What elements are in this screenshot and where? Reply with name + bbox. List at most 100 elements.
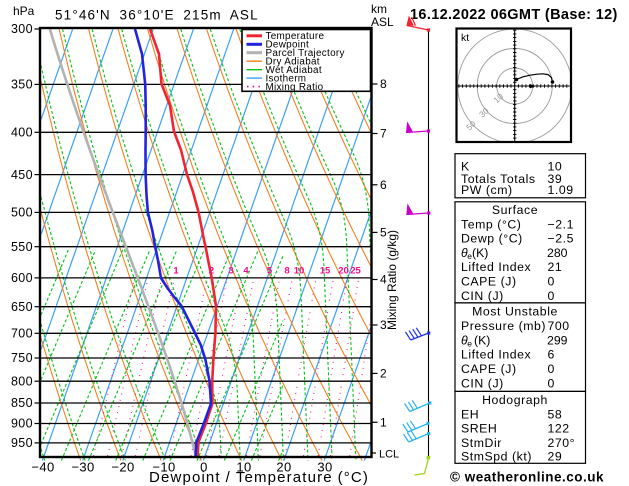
svg-text:Pressure (mb): Pressure (mb)	[461, 319, 546, 333]
svg-text:450: 450	[11, 168, 33, 182]
svg-text:StmSpd (kt): StmSpd (kt)	[461, 450, 532, 464]
svg-text:0: 0	[548, 289, 555, 303]
svg-text:1: 1	[173, 266, 179, 277]
svg-text:10: 10	[548, 159, 563, 173]
svg-text:© weatheronline.co.uk: © weatheronline.co.uk	[450, 470, 604, 485]
svg-text:8: 8	[380, 77, 387, 91]
svg-text:kt: kt	[461, 32, 469, 44]
svg-text:0: 0	[548, 377, 555, 391]
svg-text:500: 500	[11, 206, 33, 220]
svg-text:20: 20	[338, 266, 349, 277]
svg-text:Lifted Index: Lifted Index	[461, 260, 531, 274]
svg-text:300: 300	[11, 22, 33, 36]
svg-text:16.12.2022 06GMT (Base: 12): 16.12.2022 06GMT (Base: 12)	[410, 7, 618, 23]
svg-text:(K): (K)	[472, 246, 488, 260]
svg-text:−30: −30	[71, 460, 94, 475]
svg-text:−10: −10	[152, 460, 175, 475]
svg-text:0: 0	[548, 275, 555, 289]
svg-text:4: 4	[380, 273, 387, 287]
svg-text:58: 58	[548, 407, 563, 421]
svg-text:Dewpoint / Temperature (°C): Dewpoint / Temperature (°C)	[149, 469, 369, 486]
svg-text:Lifted Index: Lifted Index	[461, 348, 531, 362]
svg-text:Totals Totals: Totals Totals	[461, 172, 536, 186]
svg-text:e: e	[467, 338, 472, 348]
svg-text:−20: −20	[111, 460, 134, 475]
svg-text:6: 6	[380, 178, 387, 192]
svg-text:800: 800	[11, 374, 33, 388]
svg-text:1: 1	[380, 415, 387, 429]
svg-text:SREH: SREH	[461, 422, 497, 436]
svg-text:950: 950	[11, 436, 33, 450]
svg-text:PW (cm): PW (cm)	[461, 183, 513, 197]
svg-text:Most Unstable: Most Unstable	[472, 305, 558, 319]
svg-text:900: 900	[11, 417, 33, 431]
svg-text:0: 0	[548, 362, 555, 376]
svg-text:CIN (J): CIN (J)	[461, 289, 504, 303]
svg-text:550: 550	[11, 240, 33, 254]
svg-text:350: 350	[11, 78, 33, 92]
svg-text:K: K	[461, 159, 470, 173]
svg-text:CIN (J): CIN (J)	[461, 377, 504, 391]
svg-text:EH: EH	[461, 407, 479, 421]
svg-text:Wet Adiabat: Wet Adiabat	[266, 65, 322, 76]
svg-text:650: 650	[11, 300, 33, 314]
svg-text:km: km	[371, 2, 387, 16]
svg-text:21: 21	[548, 260, 563, 274]
svg-text:10: 10	[294, 266, 305, 277]
svg-text:LCL: LCL	[379, 449, 399, 461]
svg-text:15: 15	[320, 266, 331, 277]
svg-text:Dewp (°C): Dewp (°C)	[461, 232, 523, 246]
svg-text:29: 29	[548, 450, 563, 464]
svg-text:5: 5	[380, 225, 387, 239]
svg-text:0: 0	[200, 460, 208, 475]
svg-text:280: 280	[547, 246, 568, 260]
svg-text:7: 7	[380, 127, 387, 141]
svg-text:4: 4	[243, 266, 249, 277]
svg-text:750: 750	[11, 351, 33, 365]
svg-text:600: 600	[11, 271, 33, 285]
svg-text:Isotherm: Isotherm	[266, 73, 307, 84]
svg-text:2: 2	[380, 366, 387, 380]
svg-text:θ: θ	[461, 333, 468, 347]
svg-text:−40: −40	[31, 460, 54, 475]
svg-text:270°: 270°	[548, 436, 576, 450]
svg-text:Dewpoint: Dewpoint	[266, 40, 310, 51]
svg-text:700: 700	[11, 327, 33, 341]
svg-text:Surface: Surface	[492, 203, 538, 217]
svg-text:700: 700	[548, 319, 570, 333]
svg-text:51°46'N 36°10'E 215m ASL: 51°46'N 36°10'E 215m ASL	[55, 8, 259, 23]
svg-text:122: 122	[548, 422, 570, 436]
svg-text:39: 39	[548, 172, 563, 186]
svg-text:CAPE (J): CAPE (J)	[461, 275, 517, 289]
svg-text:hPa: hPa	[13, 4, 35, 18]
svg-text:Temp (°C): Temp (°C)	[461, 217, 521, 231]
svg-text:8: 8	[284, 266, 289, 277]
svg-text:25: 25	[350, 266, 361, 277]
svg-text:3: 3	[228, 266, 233, 277]
svg-text:Hodograph: Hodograph	[482, 393, 548, 407]
svg-text:Dry Adiabat: Dry Adiabat	[266, 56, 320, 67]
svg-text:10: 10	[236, 460, 251, 475]
svg-text:CAPE (J): CAPE (J)	[461, 362, 517, 376]
svg-text:θ: θ	[461, 246, 468, 260]
svg-text:6: 6	[548, 348, 555, 362]
svg-text:3: 3	[380, 318, 387, 332]
svg-text:−2.5: −2.5	[548, 232, 574, 246]
svg-text:e: e	[467, 251, 472, 261]
svg-text:2: 2	[209, 266, 214, 277]
svg-text:Parcel Trajectory: Parcel Trajectory	[266, 48, 345, 59]
svg-text:Temperature: Temperature	[266, 31, 325, 42]
svg-text:(K): (K)	[474, 333, 490, 347]
svg-text:ASL: ASL	[371, 15, 394, 29]
svg-text:−2.1: −2.1	[548, 217, 574, 231]
svg-text:400: 400	[11, 126, 33, 140]
svg-text:20: 20	[276, 460, 291, 475]
svg-text:850: 850	[11, 396, 33, 410]
svg-text:30: 30	[317, 460, 332, 475]
svg-text:299: 299	[547, 333, 568, 347]
svg-text:Mixing Ratio: Mixing Ratio	[266, 82, 324, 93]
svg-text:5: 5	[267, 266, 273, 277]
svg-text:Mixing Ratio (g/kg): Mixing Ratio (g/kg)	[385, 230, 399, 330]
svg-text:1.09: 1.09	[548, 183, 574, 197]
svg-text:StmDir: StmDir	[461, 436, 502, 450]
